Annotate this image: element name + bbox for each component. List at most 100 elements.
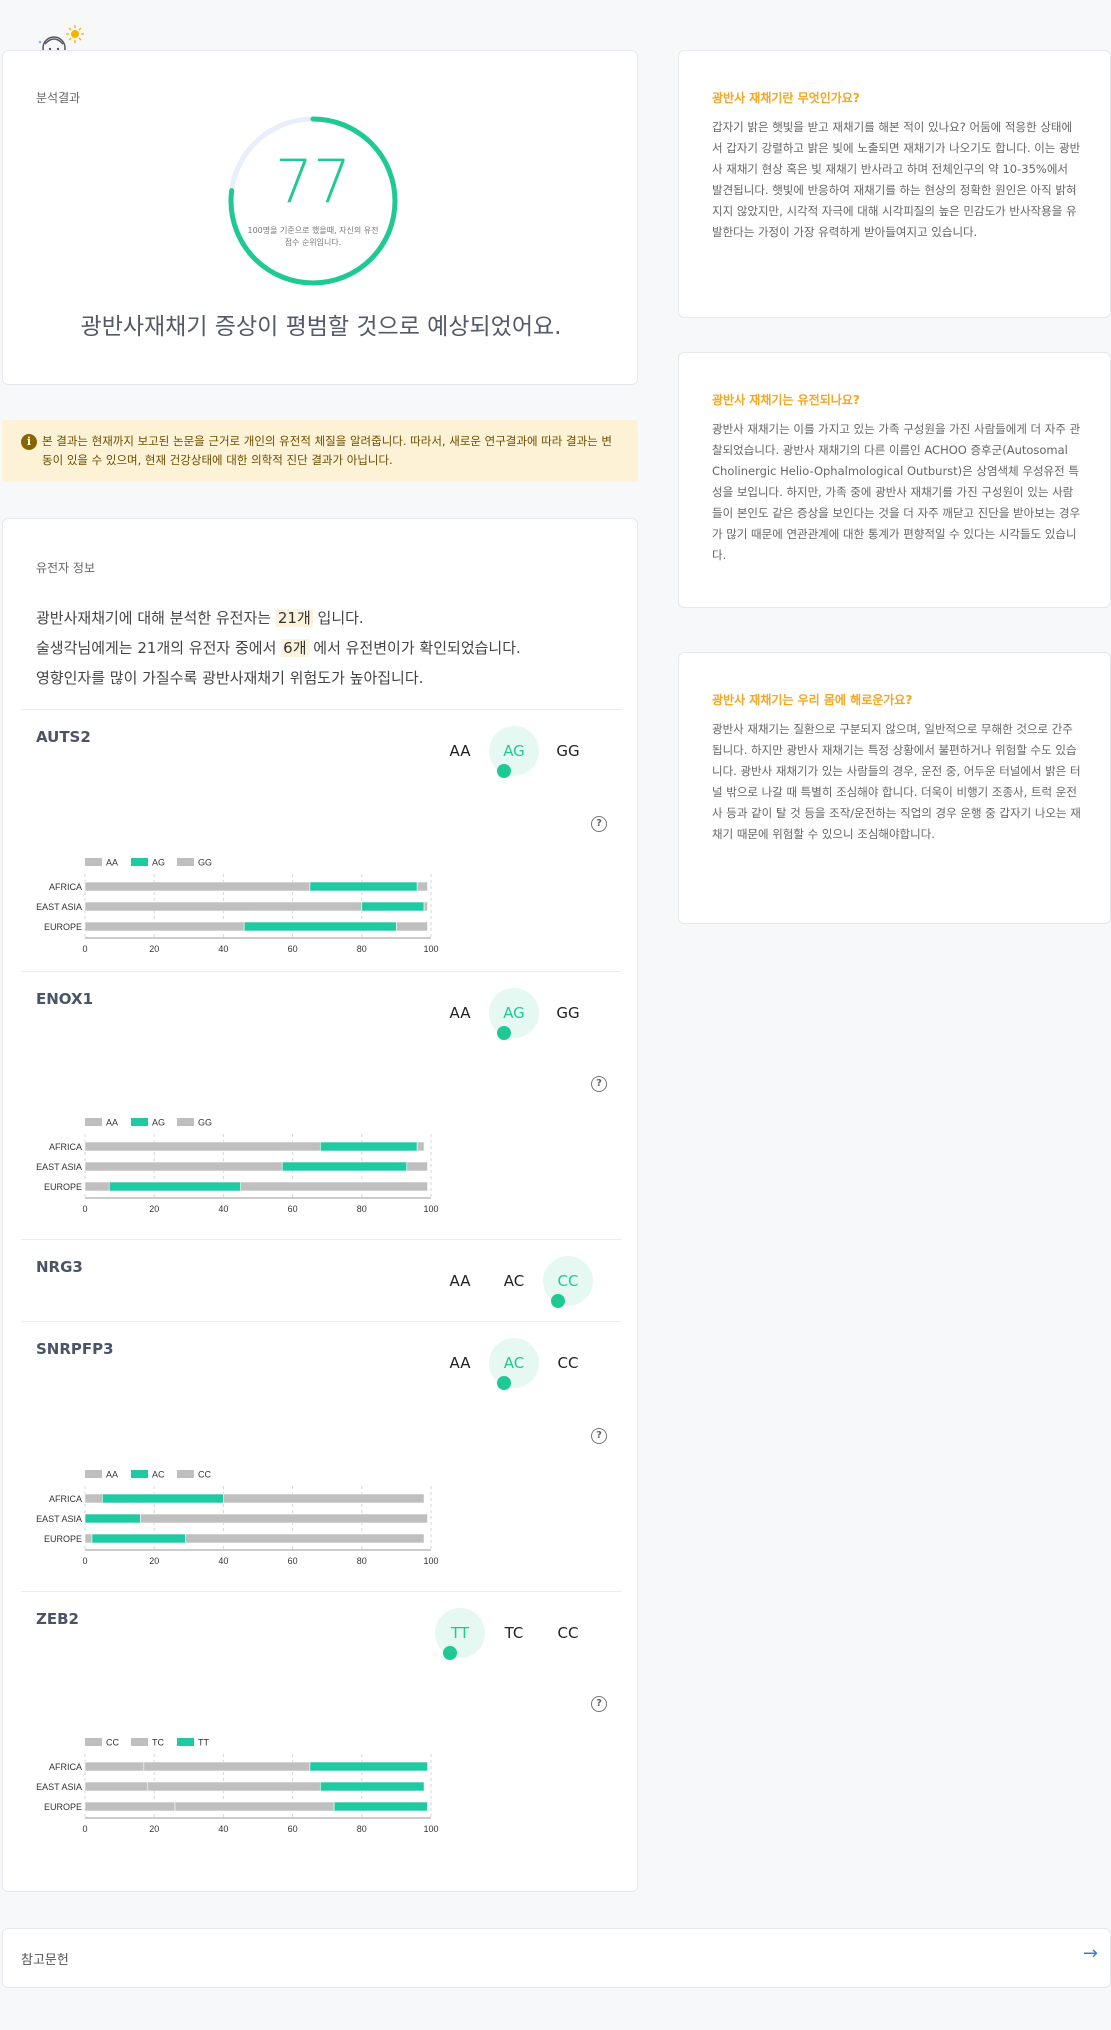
genotype-marker <box>497 764 511 778</box>
tick-label: 60 <box>288 1556 298 1566</box>
legend-swatch <box>177 1118 194 1126</box>
bar-segment <box>146 1781 321 1792</box>
bar-segment <box>396 921 428 932</box>
legend-swatch <box>177 1470 194 1478</box>
legend-swatch <box>85 1738 102 1746</box>
result-card: 분석결과 77 100명을 기준으로 했을때, 자신의 유전 점수 순위입니다.… <box>2 50 638 385</box>
category-label: EAST ASIA <box>36 1514 82 1524</box>
gene-name: ZEB2 <box>36 1610 79 1628</box>
bar-segment <box>309 881 418 892</box>
legend-label: TT <box>198 1738 209 1748</box>
gene-intro: 광반사재채기에 대해 분석한 유전자는 21개 입니다. 술생각님에게는 21개… <box>36 603 521 693</box>
gene-name: AUTS2 <box>36 728 91 746</box>
info-card-what-is: 광반사 재채기란 무엇인가요? 갑자기 밝은 햇빛을 받고 재채기를 해본 적이… <box>678 50 1111 318</box>
tick-label: 0 <box>82 1204 87 1214</box>
legend-label: AC <box>152 1470 165 1480</box>
genotype-option: AA <box>449 1354 471 1372</box>
intro-total-count: 21개 <box>275 609 313 627</box>
category-label: AFRICA <box>49 1762 82 1772</box>
bar-segment <box>84 881 311 892</box>
bar-segment <box>406 1161 428 1172</box>
info-body: 광반사 재채기는 이를 가지고 있는 가족 구성원을 가진 사람들에게 더 자주… <box>712 422 1081 562</box>
category-label: EUROPE <box>44 1534 82 1544</box>
category-label: AFRICA <box>49 1142 82 1152</box>
tick-label: 20 <box>149 1556 159 1566</box>
bar-segment <box>174 1801 335 1812</box>
bar-segment <box>84 1533 93 1544</box>
genotype-option: AA <box>449 742 471 760</box>
legend-swatch <box>131 858 148 866</box>
legend-label: AG <box>152 858 165 868</box>
category-label: EAST ASIA <box>36 1162 82 1172</box>
bar-segment <box>84 1161 283 1172</box>
references-label: 참고문헌 <box>21 1953 69 1968</box>
legend-swatch <box>85 1470 102 1478</box>
legend-label: CC <box>198 1470 211 1480</box>
arrow-right-icon[interactable]: → <box>1082 1943 1098 1964</box>
tick-label: 100 <box>423 1556 438 1566</box>
tick-label: 100 <box>423 1824 438 1834</box>
info-card-harm: 광반사 재채기는 우리 몸에 해로운가요? 광반사 재채기는 질환으로 구분되지… <box>678 652 1111 924</box>
category-label: EUROPE <box>44 1802 82 1812</box>
bar-segment <box>140 1513 428 1524</box>
score-arc <box>228 116 398 286</box>
help-icon[interactable]: ? <box>591 1428 607 1444</box>
genotype-option: AC <box>503 1272 525 1290</box>
gene-info-card: 유전자 정보 광반사재채기에 대해 분석한 유전자는 21개 입니다. 술생각님… <box>2 518 638 1892</box>
bar-segment <box>84 1493 103 1504</box>
info-title: 광반사 재채기는 우리 몸에 해로운가요? <box>712 693 913 707</box>
bar-segment <box>108 1181 241 1192</box>
legend-label: AA <box>106 858 118 868</box>
tick-label: 40 <box>218 1556 228 1566</box>
tick-label: 60 <box>288 944 298 954</box>
score-gauge: 77 100명을 기준으로 했을때, 자신의 유전 점수 순위입니다. <box>225 113 401 289</box>
genotype-option: AA <box>449 1272 471 1290</box>
legend-swatch <box>85 1118 102 1126</box>
gene-block-zeb2: ZEB2 TT TC CC ? CC TC TT AFRICA EAST ASIA EUR… <box>21 1591 621 1861</box>
tick-label: 40 <box>218 944 228 954</box>
info-body: 광반사 재채기는 질환으로 구분되지 않으며, 일반적으로 무해한 것으로 간주… <box>712 722 1081 841</box>
genotype-option: CC <box>557 1354 579 1372</box>
bar-segment <box>240 1181 428 1192</box>
bar-segment <box>84 1141 321 1152</box>
tick-label: 20 <box>149 1824 159 1834</box>
legend-label: GG <box>198 1118 212 1128</box>
gene-name: SNRPFP3 <box>36 1340 114 1358</box>
help-icon[interactable]: ? <box>591 816 607 832</box>
intro-line1-post: 입니다. <box>312 609 364 627</box>
legend-swatch <box>131 1470 148 1478</box>
tick-label: 80 <box>357 1556 367 1566</box>
genotype-marker <box>443 1646 457 1660</box>
legend-swatch <box>131 1118 148 1126</box>
help-icon[interactable]: ? <box>591 1076 607 1092</box>
category-label: EAST ASIA <box>36 902 82 912</box>
genotype-option: GG <box>556 1004 580 1022</box>
references-row[interactable]: 참고문헌 → <box>2 1928 1111 1988</box>
bar-segment <box>361 901 425 912</box>
tick-label: 0 <box>82 1824 87 1834</box>
category-label: EUROPE <box>44 1182 82 1192</box>
gene-info-label: 유전자 정보 <box>36 561 96 575</box>
population-chart-zeb2: CC TC TT AFRICA EAST ASIA EUROPE 0 20 40 60 80 100 <box>36 1738 438 1835</box>
intro-line1-pre: 광반사재채기에 대해 분석한 유전자는 <box>36 609 276 627</box>
genotype-option: CC <box>557 1624 579 1642</box>
tick-label: 0 <box>82 1556 87 1566</box>
help-icon[interactable]: ? <box>591 1696 607 1712</box>
bar-segment <box>84 1181 110 1192</box>
info-title: 광반사 재채기란 무엇인가요? <box>712 91 860 105</box>
legend-swatch <box>131 1738 148 1746</box>
bar-segment <box>84 1761 145 1772</box>
bar-segment <box>91 1533 186 1544</box>
bar-segment <box>416 881 428 892</box>
tick-label: 100 <box>423 1204 438 1214</box>
tick-label: 0 <box>82 944 87 954</box>
population-chart-snrpfp3: AA AC CC AFRICA EAST ASIA EUROPE 0 20 40 60 80 100 <box>36 1470 438 1567</box>
gene-block-nrg3: NRG3 AA AC CC <box>21 1239 621 1321</box>
info-title: 광반사 재채기는 유전되나요? <box>712 393 860 407</box>
tick-label: 80 <box>357 1824 367 1834</box>
category-label: EAST ASIA <box>36 1782 82 1792</box>
bar-segment <box>416 1141 425 1152</box>
info-body: 갑자기 밝은 햇빛을 받고 재채기를 해본 적이 있나요? 어둠에 적응한 상태… <box>712 120 1081 239</box>
legend-swatch <box>177 1738 194 1746</box>
bar-segment <box>423 901 428 912</box>
